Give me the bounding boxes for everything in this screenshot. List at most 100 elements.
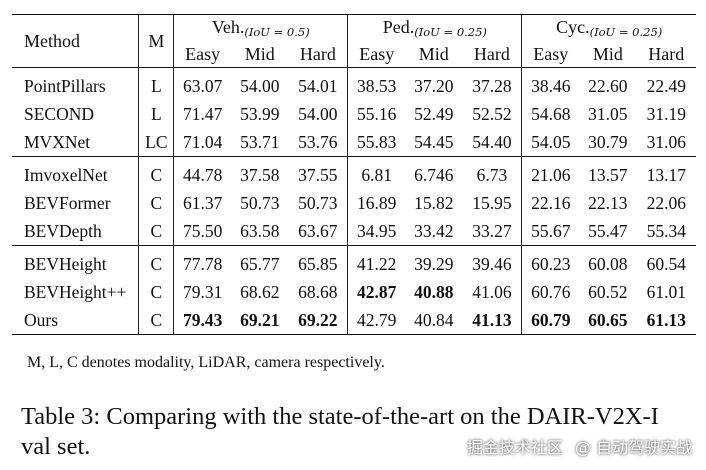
watermark-source: 掘金技术社区 (466, 438, 563, 457)
cell-value: 54.40 (472, 131, 512, 152)
cell-value: 41.13 (462, 306, 522, 335)
cell-value: 31.19 (646, 103, 686, 124)
cell-value: 54.45 (414, 131, 454, 152)
cell-value: 52.49 (414, 103, 454, 124)
cell-value: 22.13 (588, 192, 628, 213)
cell-value: 22.06 (646, 192, 686, 213)
cell-value: 31.05 (588, 103, 628, 124)
cell-method: BEVFormer (24, 192, 111, 213)
column-header-difficulty: Hard (299, 43, 336, 64)
cell-value: 50.73 (298, 192, 338, 213)
cell-modality: L (138, 67, 174, 100)
cell-value: 61.37 (173, 189, 232, 217)
header-row-groups: Method M Veh.(IoU = 0.5) Ped.(IoU = 0.25… (12, 14, 696, 68)
cell-value: 42.87 (347, 278, 406, 306)
cell-value: 65.77 (231, 245, 289, 278)
table-row: MVXNet LC 71.04 53.71 53.76 55.83 54.45 54.40 54… (12, 128, 696, 157)
cell-value: 63.07 (173, 67, 232, 100)
cell-value: 55.47 (588, 220, 628, 241)
cell-value: 41.06 (472, 281, 512, 302)
column-header-difficulty: Easy (347, 41, 406, 68)
cell-value: 15.95 (472, 192, 512, 213)
cell-value: 60.52 (588, 281, 628, 302)
cell-value: 61.13 (636, 306, 696, 335)
cell-method: PointPillars (12, 67, 139, 100)
watermark: 掘金技术社区 @ 自动驾驶实战 (467, 434, 692, 458)
cell-value: 68.62 (240, 281, 280, 302)
cell-value: 79.43 (173, 306, 232, 335)
cell-value: 33.42 (414, 220, 454, 241)
group-iou: (IoU = 0.5) (244, 25, 310, 39)
column-header-modality: M (138, 14, 174, 68)
group-iou: (IoU = 0.25) (589, 25, 663, 39)
cell-value: 54.05 (521, 128, 580, 157)
cell-value: 54.00 (298, 103, 338, 124)
cell-value: 15.82 (414, 192, 454, 213)
cell-modality: LC (138, 128, 174, 157)
cell-value: 38.46 (521, 67, 580, 100)
cell-method: BEVHeight++ (24, 281, 127, 302)
cell-value: 75.50 (173, 217, 232, 246)
table-row: BEVHeight++ C 79.31 68.62 68.68 42.87 40.88 41.… (12, 278, 696, 306)
cell-modality: C (138, 189, 174, 217)
cell-value: 34.95 (347, 217, 406, 246)
table-row: PointPillars L 63.07 54.00 54.01 38.53 37.20 37… (12, 67, 696, 100)
cell-value: 69.22 (288, 306, 348, 335)
group-header-cyclist: Cyc.(IoU = 0.25) (521, 14, 696, 41)
cell-value: 37.28 (462, 67, 522, 100)
cell-value: 60.65 (579, 306, 637, 335)
column-header-difficulty: Mid (418, 43, 449, 64)
cell-method: BEVHeight (12, 245, 139, 278)
cell-value: 53.76 (298, 131, 338, 152)
cell-value: 55.16 (347, 100, 406, 128)
cell-value: 39.29 (405, 245, 463, 278)
table-row: SECOND L 71.47 53.99 54.00 55.16 52.49 52.52 54.… (12, 100, 696, 128)
table-footnote: M, L, C denotes modality, LiDAR, camera … (27, 354, 385, 371)
cell-value: 79.31 (173, 278, 232, 306)
cell-modality: C (138, 245, 174, 278)
table-row: Ours C 79.43 69.21 69.22 42.79 40.84 41.13 60.79… (12, 306, 696, 335)
cell-modality: L (138, 100, 174, 128)
group-name: Ped. (382, 17, 415, 37)
cell-value: 55.83 (347, 128, 406, 157)
cell-modality: C (138, 306, 174, 335)
cell-value: 37.55 (288, 156, 348, 189)
cell-value: 41.22 (347, 245, 406, 278)
cell-value: 22.49 (636, 67, 696, 100)
column-header-difficulty: Easy (521, 41, 580, 68)
cell-method: ImvoxelNet (12, 156, 139, 189)
column-header-difficulty: Easy (173, 41, 232, 68)
cell-value: 40.84 (405, 306, 463, 335)
column-header-difficulty: Mid (244, 43, 275, 64)
cell-modality: C (138, 278, 174, 306)
header-row-difficulty: Easy Mid Hard Easy Mid Hard Easy Mid Hard (12, 41, 696, 68)
column-header-difficulty: Mid (592, 43, 623, 64)
cell-value: 65.85 (288, 245, 348, 278)
cell-value: 39.46 (462, 245, 522, 278)
cell-value: 22.16 (521, 189, 580, 217)
group-header-pedestrian: Ped.(IoU = 0.25) (347, 14, 522, 41)
group-iou: (IoU = 0.25) (414, 25, 487, 39)
column-header-difficulty: Hard (473, 43, 510, 64)
cell-value: 53.71 (240, 131, 280, 152)
table-row: BEVDepth C 75.50 63.58 63.67 34.95 33.42 33.27 5… (12, 217, 696, 246)
cell-method: SECOND (24, 103, 95, 124)
group-name: Cyc. (556, 17, 590, 37)
cell-value: 13.57 (579, 156, 637, 189)
cell-value: 63.58 (240, 220, 280, 241)
table-row: BEVHeight C 77.78 65.77 65.85 41.22 39.29 39.46… (12, 245, 696, 278)
watermark-author: @ 自动驾驶实战 (574, 438, 692, 457)
cell-modality: C (138, 156, 174, 189)
cell-value: 37.20 (405, 67, 463, 100)
cell-value: 60.23 (521, 245, 580, 278)
cell-value: 60.76 (521, 278, 580, 306)
column-header-method: Method (12, 14, 139, 68)
cell-value: 54.01 (288, 67, 348, 100)
cell-value: 60.08 (579, 245, 637, 278)
cell-value: 50.73 (240, 192, 280, 213)
cell-value: 6.73 (462, 156, 522, 189)
results-table: Method M Veh.(IoU = 0.5) Ped.(IoU = 0.25… (12, 14, 696, 335)
table-caption: Table 3: Comparing with the state-of-the… (21, 403, 659, 460)
cell-method: BEVDepth (24, 220, 102, 241)
cell-value: 60.54 (636, 245, 696, 278)
